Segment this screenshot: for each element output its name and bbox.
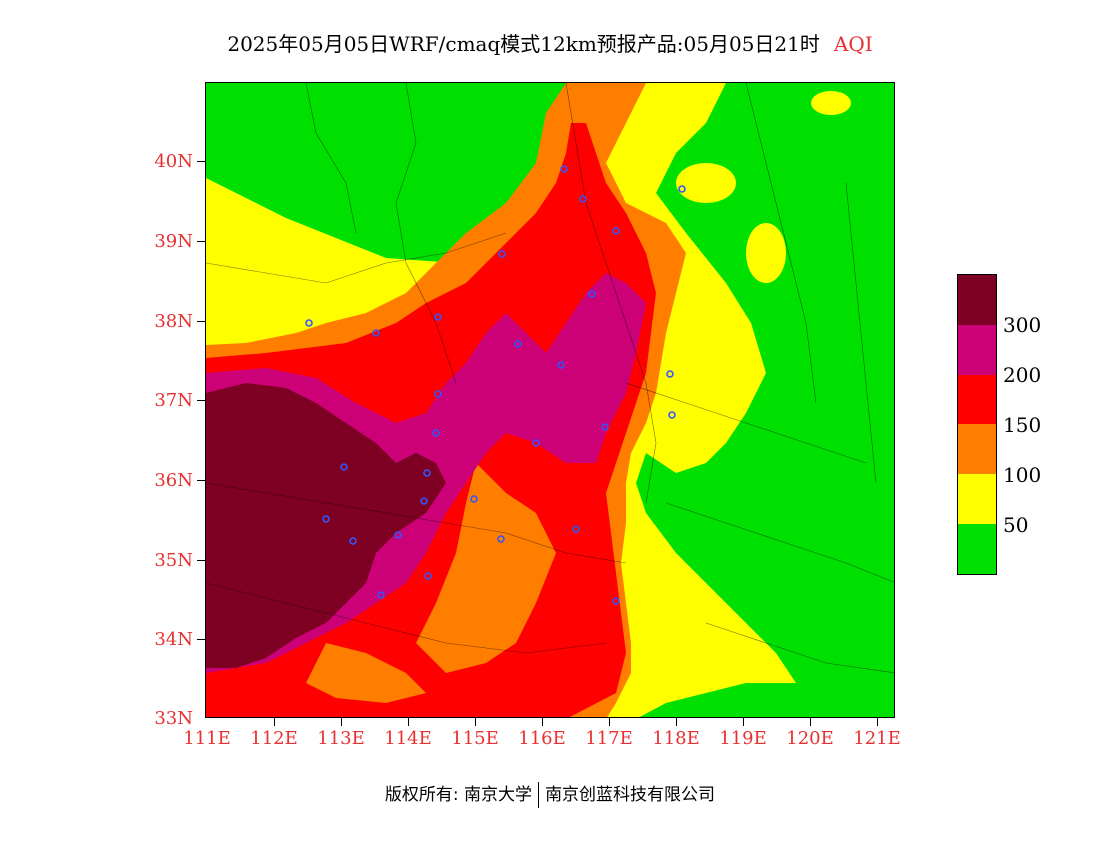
lat-tick-34n: 34N xyxy=(154,629,193,650)
aqi-moderate-blob xyxy=(746,223,786,283)
lat-tick-mark xyxy=(197,639,205,640)
aqi-moderate-blob xyxy=(811,91,851,115)
legend-label-50: 50 xyxy=(1003,513,1029,537)
lon-tick-115e: 115E xyxy=(451,728,499,749)
lat-tick-35n: 35N xyxy=(154,550,193,571)
lon-tick-116e: 116E xyxy=(518,728,566,749)
lon-tick-113e: 113E xyxy=(317,728,365,749)
lon-tick-mark xyxy=(341,718,342,726)
aqi-hazardous-region xyxy=(206,383,446,668)
lon-tick-114e: 114E xyxy=(384,728,432,749)
lat-tick-36n: 36N xyxy=(154,470,193,491)
aqi-color-legend xyxy=(957,274,997,575)
legend-swatch-moderate xyxy=(958,474,996,525)
lat-tick-39n: 39N xyxy=(154,231,193,252)
lon-tick-mark xyxy=(609,718,610,726)
copyright-footer: 版权所有: 南京大学 南京创蓝科技有限公司 xyxy=(0,780,1100,808)
lon-tick-mark xyxy=(676,718,677,726)
lon-tick-mark xyxy=(274,718,275,726)
lat-tick-38n: 38N xyxy=(154,311,193,332)
legend-swatch-unhealthy xyxy=(958,374,996,425)
copyright-text: 版权所有: 南京大学 xyxy=(384,785,533,805)
title-variable: AQI xyxy=(833,32,873,56)
lat-tick-40n: 40N xyxy=(154,151,193,172)
lat-tick-mark xyxy=(197,161,205,162)
lat-tick-mark xyxy=(197,321,205,322)
lon-tick-111e: 111E xyxy=(183,728,231,749)
province-boundaries xyxy=(206,83,894,674)
lat-tick-33n: 33N xyxy=(154,708,193,729)
footer-separator xyxy=(538,782,540,808)
aqi-usg-interior xyxy=(306,643,426,703)
lon-tick-112e: 112E xyxy=(250,728,298,749)
legend-swatch-very-unhealthy xyxy=(958,324,996,375)
lat-tick-mark xyxy=(197,400,205,401)
lon-tick-mark xyxy=(408,718,409,726)
aqi-moderate-blob xyxy=(676,163,736,203)
lon-tick-mark xyxy=(743,718,744,726)
aqi-map xyxy=(205,82,895,718)
legend-swatch-usg xyxy=(958,424,996,475)
lon-tick-mark xyxy=(877,718,878,726)
lat-tick-37n: 37N xyxy=(154,390,193,411)
legend-swatch-hazardous xyxy=(958,275,996,325)
lon-tick-118e: 118E xyxy=(652,728,700,749)
lat-tick-mark xyxy=(197,560,205,561)
aqi-usg-interior xyxy=(416,463,556,673)
lon-tick-117e: 117E xyxy=(585,728,633,749)
title-text: 2025年05月05日WRF/cmaq模式12km预报产品:05月05日21时 xyxy=(227,32,820,56)
company-text: 南京创蓝科技有限公司 xyxy=(545,785,716,805)
lon-tick-mark xyxy=(542,718,543,726)
lon-tick-120e: 120E xyxy=(786,728,834,749)
legend-label-100: 100 xyxy=(1003,463,1042,487)
lat-tick-mark xyxy=(197,241,205,242)
legend-label-300: 300 xyxy=(1003,313,1042,337)
lon-tick-mark xyxy=(810,718,811,726)
lon-tick-121e: 121E xyxy=(853,728,901,749)
lon-tick-mark xyxy=(475,718,476,726)
map-title: 2025年05月05日WRF/cmaq模式12km预报产品:05月05日21时 A… xyxy=(0,28,1100,57)
lon-tick-119e: 119E xyxy=(719,728,767,749)
legend-swatch-good xyxy=(958,524,996,574)
legend-label-200: 200 xyxy=(1003,363,1042,387)
legend-label-150: 150 xyxy=(1003,413,1042,437)
city-markers xyxy=(305,165,686,605)
lat-tick-mark xyxy=(197,480,205,481)
